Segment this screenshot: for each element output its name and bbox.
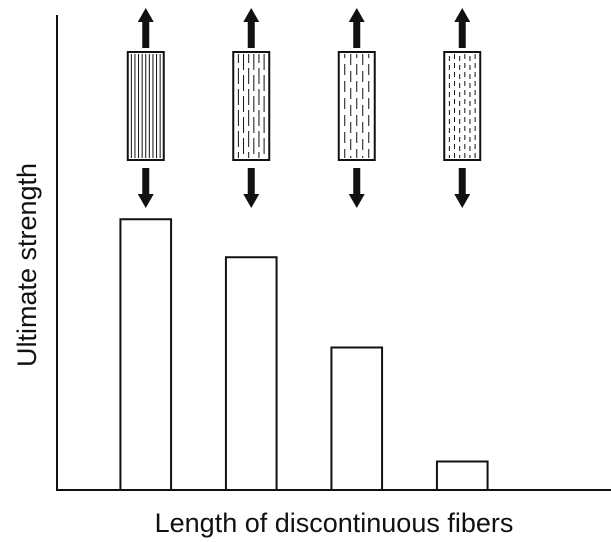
specimen [232,51,271,161]
x-axis-title: Length of discontinuous fibers [155,508,514,538]
bar [119,218,173,491]
arrow [137,168,154,208]
arrow [348,168,365,208]
arrow [348,8,365,48]
arrow [454,168,471,208]
arrow [137,8,154,48]
arrow [243,168,260,208]
y-axis-title: Ultimate strength [12,163,42,367]
bar [435,460,489,491]
specimen [443,51,482,161]
bar [224,256,278,491]
arrow [243,8,260,48]
bar [330,346,384,491]
arrow [454,8,471,48]
